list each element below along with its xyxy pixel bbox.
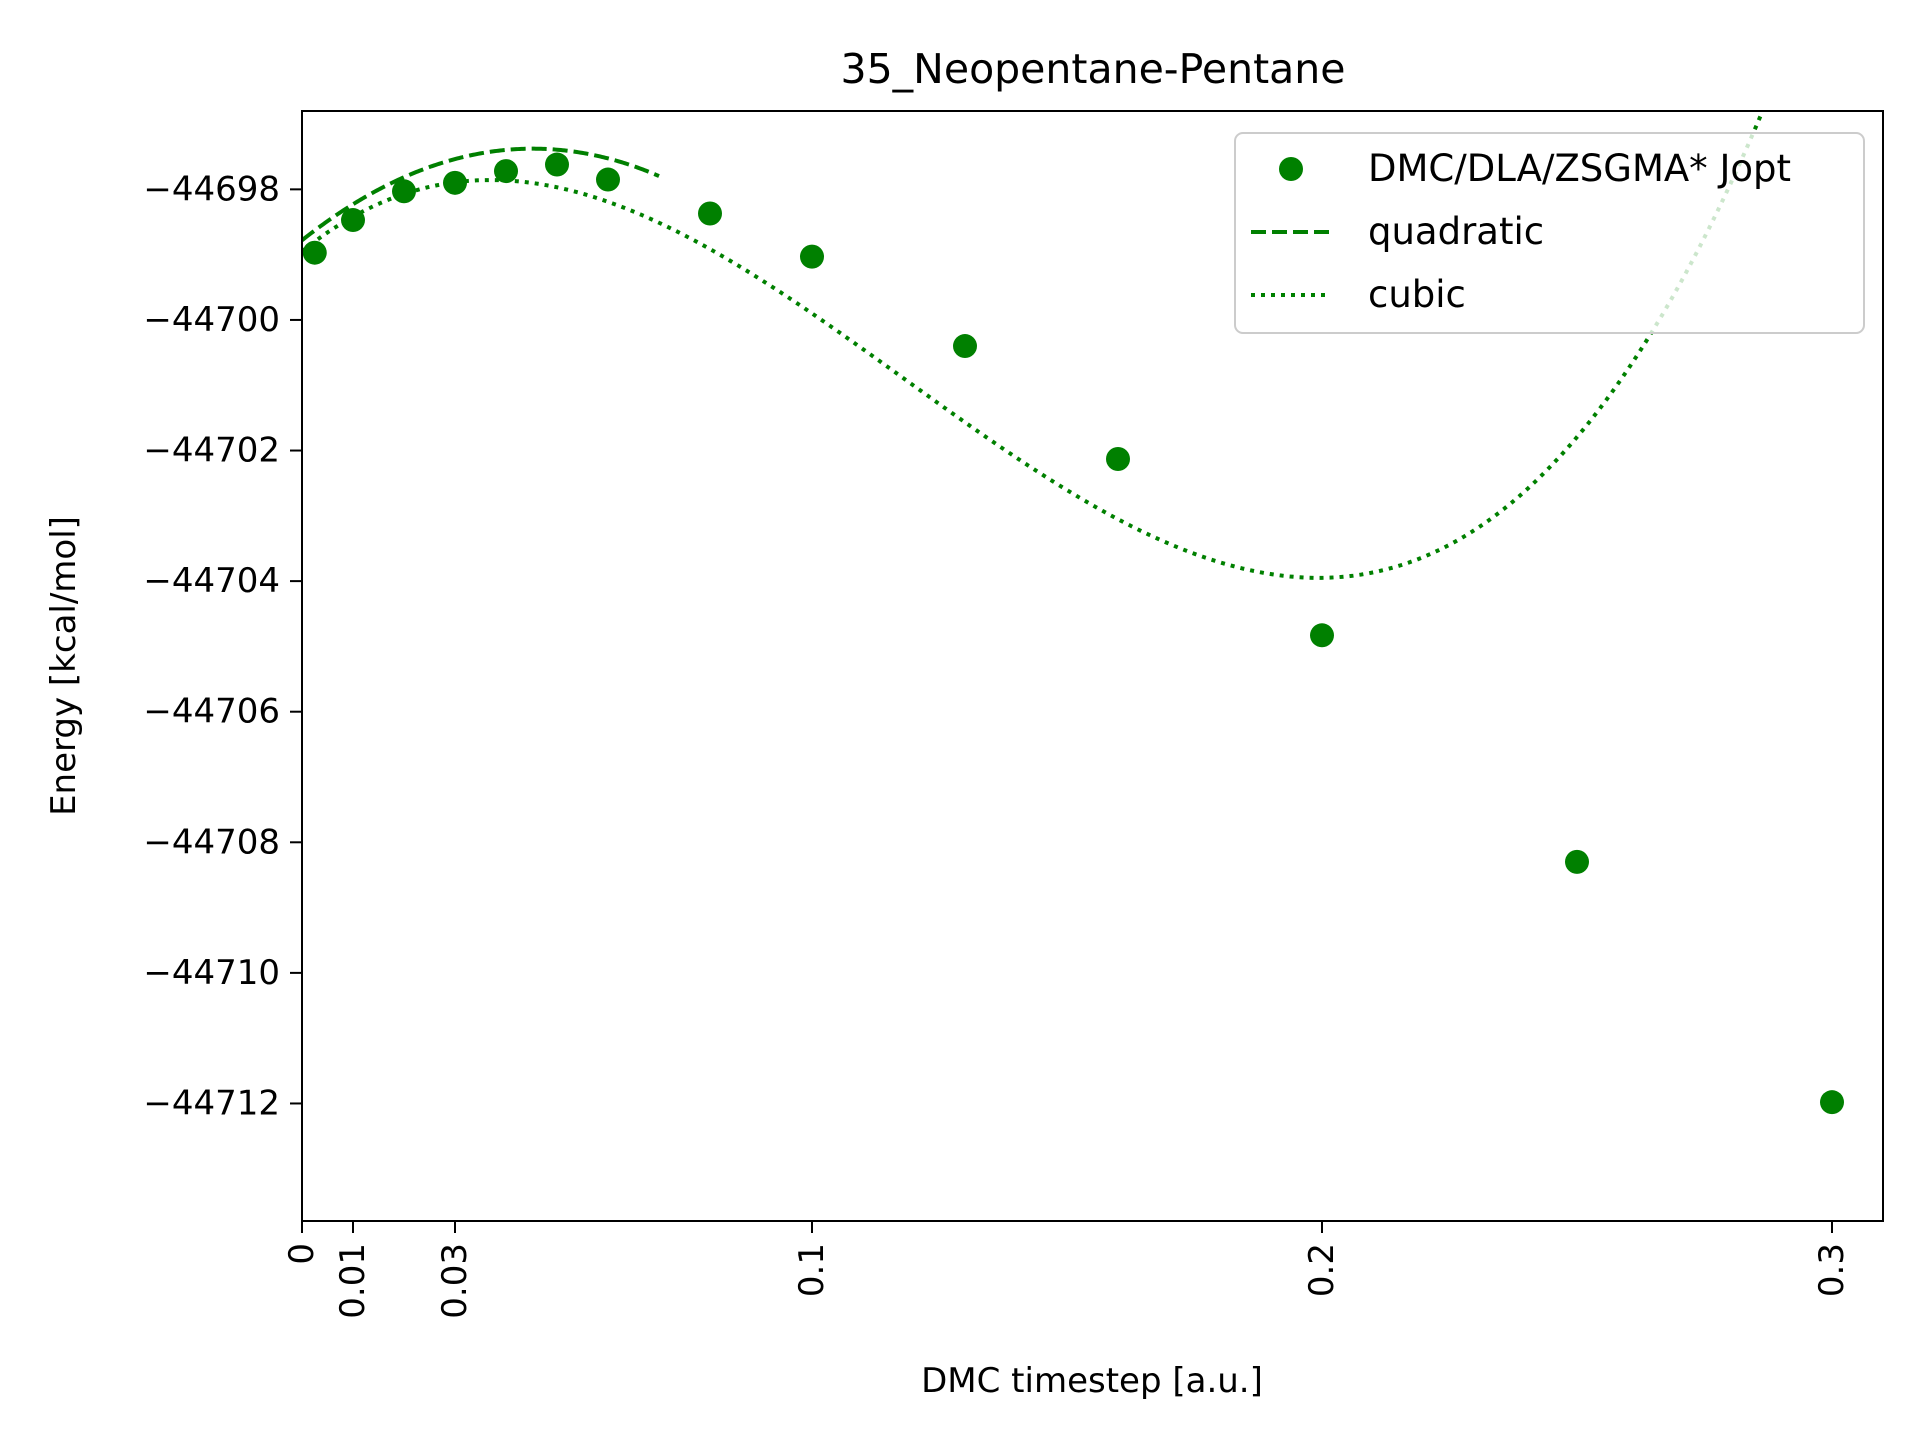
y-tick-label: −44712	[143, 1083, 280, 1123]
data-point	[302, 240, 327, 265]
legend-marker-dmc	[1279, 157, 1303, 181]
x-tick-label: 0.2	[1302, 1243, 1342, 1297]
data-point	[545, 152, 569, 177]
y-tick-label: −44704	[143, 561, 280, 601]
y-axis-ticks: −44698 −44700 −44702 −44704 −44706 −44708 −447…	[143, 169, 302, 1123]
legend: DMC/DLA/ZSGMA* Jopt quadratic cubic	[1234, 132, 1865, 334]
legend-label-dmc: DMC/DLA/ZSGMA* Jopt	[1368, 147, 1791, 190]
data-point	[698, 201, 722, 226]
data-point	[953, 334, 977, 359]
data-point	[494, 159, 518, 184]
data-point	[443, 170, 467, 195]
x-tick-label: 0.3	[1812, 1243, 1852, 1297]
quadratic-fit-line	[302, 146, 660, 242]
x-tick-label: 0.03	[435, 1243, 475, 1319]
data-point	[1310, 623, 1334, 648]
data-point	[392, 179, 416, 204]
y-tick-label: −44702	[143, 431, 280, 471]
data-point	[596, 167, 620, 192]
x-axis-ticks: 0 0.01 0.03 0.1 0.2 0.3	[282, 1221, 1852, 1319]
data-point	[341, 208, 365, 233]
data-point	[1565, 849, 1589, 874]
legend-label-quadratic: quadratic	[1368, 210, 1544, 253]
y-tick-label: −44706	[143, 692, 280, 732]
y-tick-label: −44698	[143, 169, 280, 209]
plot-area	[302, 111, 1844, 1115]
y-tick-label: −44700	[143, 300, 280, 340]
data-point	[1106, 447, 1130, 472]
data-point	[1820, 1090, 1844, 1115]
x-tick-label: 0	[282, 1243, 322, 1265]
chart-title: 35_Neopentane-Pentane	[841, 45, 1346, 93]
y-axis-label: Energy [kcal/mol]	[44, 516, 84, 816]
x-tick-label: 0.01	[333, 1243, 373, 1319]
x-tick-label: 0.1	[792, 1243, 832, 1297]
plot-frame	[301, 110, 1884, 1222]
legend-box	[1234, 132, 1865, 334]
legend-label-cubic: cubic	[1368, 273, 1466, 316]
data-point	[800, 244, 824, 269]
cubic-fit-line	[302, 111, 1765, 580]
y-tick-label: −44708	[143, 822, 280, 862]
x-axis-label: DMC timestep [a.u.]	[921, 1361, 1263, 1401]
y-tick-label: −44710	[143, 953, 280, 993]
